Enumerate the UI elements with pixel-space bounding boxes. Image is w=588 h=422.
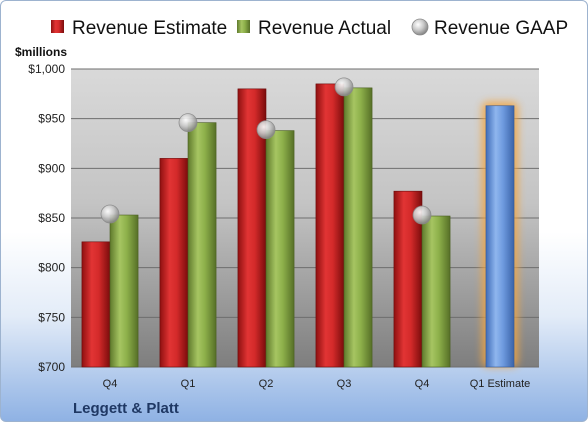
marker-revenue-gaap [412,205,432,225]
bar-revenue-estimate [81,241,111,368]
y-tick-label: $750 [38,310,65,324]
x-tick-label: Q1 [181,378,196,390]
x-tick-label: Q4 [103,378,118,390]
y-tick-label: $900 [38,161,65,175]
y-tick-label: $950 [38,112,65,126]
legend-marker [411,18,429,36]
bar-revenue-actual [343,87,373,368]
marker-revenue-gaap [178,113,198,133]
legend-swatch [51,20,64,33]
marker-revenue-gaap [334,77,354,97]
bar-q1-estimate [485,105,515,368]
y-unit-label: $millions [15,45,67,59]
y-tick-label: $1,000 [28,62,65,76]
y-axis-ticks: $700 $750 $800 $850 $900 $950 $1,000 [28,62,65,374]
y-tick-label: $800 [38,261,65,275]
bar-revenue-actual [265,130,295,368]
bar-revenue-actual [187,122,217,368]
legend-label: Revenue Estimate [72,18,227,39]
gridlines [71,68,539,368]
gaap-markers [100,77,432,225]
marker-revenue-gaap [100,204,120,224]
legend-label: Revenue Actual [258,18,391,39]
x-axis-ticks: Q4 Q1 Q2 Q3 Q4 Q1 Estimate [103,378,531,390]
company-name: Leggett & Platt [73,400,179,417]
x-tick-label: Q1 Estimate [470,378,531,390]
legend-swatch [237,20,250,33]
bar-revenue-actual [421,215,451,368]
bar-revenue-estimate [315,83,345,368]
x-tick-label: Q4 [415,378,430,390]
y-tick-label: $850 [38,211,65,225]
marker-revenue-gaap [256,120,276,139]
bar-revenue-estimate [159,158,189,368]
x-tick-label: Q2 [259,378,274,390]
legend-label: Revenue GAAP [434,18,568,39]
bar-revenue-actual [109,214,139,368]
y-tick-label: $700 [38,360,65,374]
legend: Revenue Estimate Revenue Actual Revenue GA… [51,18,568,39]
x-tick-label: Q3 [337,378,352,390]
